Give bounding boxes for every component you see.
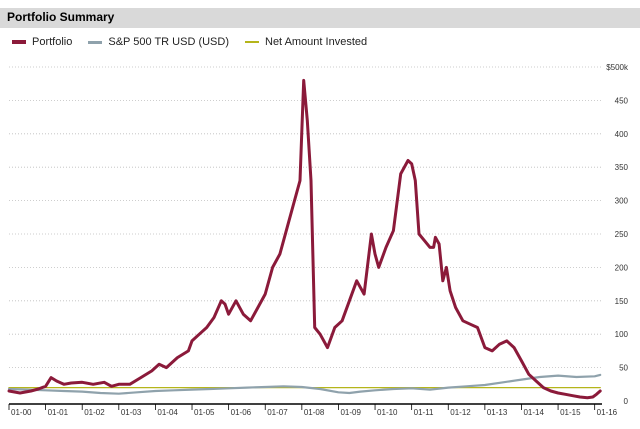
x-tick-label: 01-16 [597,408,618,417]
y-tick-label: $500k [606,63,629,72]
y-tick-label: 100 [615,330,629,339]
legend-label-portfolio: Portfolio [32,36,73,48]
legend-swatch-sp500 [88,40,103,44]
title-bar: Portfolio Summary [0,8,640,28]
legend-swatch-net [245,41,259,43]
x-tick-label: 01-00 [11,408,32,417]
legend-item-sp500: S&P 500 TR USD (USD) [88,36,229,48]
x-tick-label: 01-05 [194,408,215,417]
legend-item-portfolio: Portfolio [12,36,72,48]
x-tick-label: 01-02 [84,408,105,417]
x-tick-label: 01-01 [48,408,69,417]
y-tick-label: 150 [615,297,629,306]
x-tick-label: 01-08 [304,408,325,417]
x-tick-label: 01-12 [450,408,471,417]
y-tick-label: 450 [615,96,629,105]
chart-title: Portfolio Summary [7,10,115,24]
legend-label-sp500: S&P 500 TR USD (USD) [108,36,229,48]
x-tick-label: 01-04 [157,408,178,417]
x-tick-label: 01-13 [487,408,508,417]
series-line-s-p-500-tr-usd-usd [7,373,602,395]
legend-label-net: Net Amount Invested [265,36,368,48]
legend: Portfolio S&P 500 TR USD (USD) Net Amoun… [12,35,383,49]
x-axis: 01-00 01-01 01-02 01-03 01-04 01-05 01-06 01-07… [8,403,618,417]
x-tick-label: 01-03 [121,408,142,417]
x-tick-label: 01-09 [340,408,361,417]
y-tick-label: 200 [615,263,629,272]
legend-swatch-portfolio [12,40,26,44]
y-tick-label: 400 [615,130,629,139]
x-tick-label: 01-14 [523,408,544,417]
x-tick-label: 01-07 [267,408,288,417]
y-tick-label: 50 [619,364,628,373]
y-tick-label: 350 [615,163,629,172]
x-tick-label: 01-10 [377,408,398,417]
x-tick-label: 01-11 [414,408,434,417]
series-lines [7,78,602,400]
x-tick-label: 01-15 [560,408,581,417]
y-tick-label: 300 [615,197,629,206]
y-axis-ticks: 0 50 100 150 200 250 300 350 400 450 $500k [606,63,629,406]
y-tick-label: 0 [624,397,629,406]
legend-item-net: Net Amount Invested [245,36,367,48]
series-line-portfolio [7,78,602,400]
x-tick-label: 01-06 [231,408,252,417]
y-tick-label: 250 [615,230,629,239]
